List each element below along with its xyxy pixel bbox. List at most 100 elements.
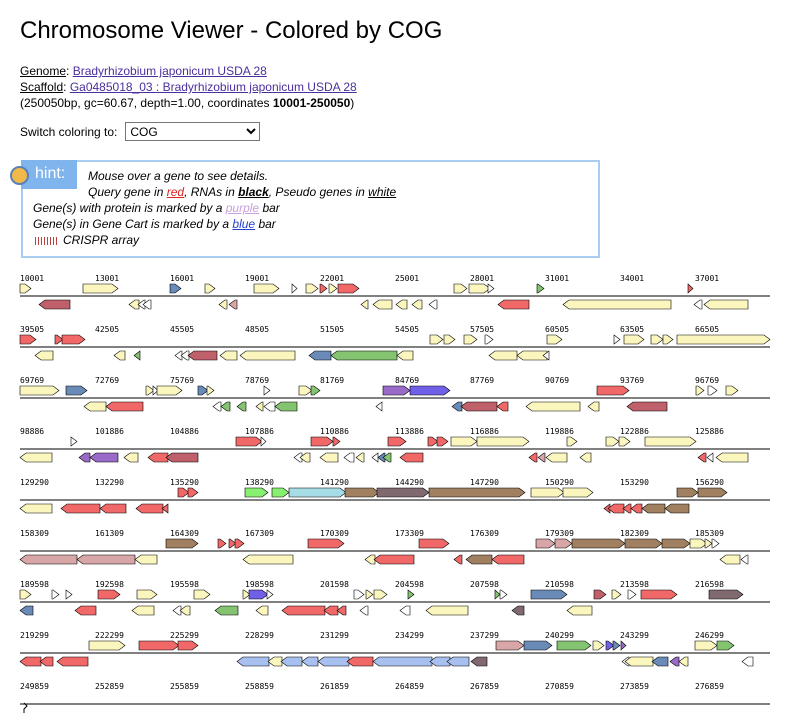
gene-arrow[interactable]	[371, 452, 379, 463]
gene-arrow[interactable]	[436, 436, 449, 447]
gene-arrow[interactable]	[219, 350, 238, 361]
gene-arrow[interactable]	[624, 538, 663, 549]
gene-arrow[interactable]	[530, 487, 565, 498]
gene-arrow[interactable]	[694, 640, 718, 651]
gene-arrow[interactable]	[206, 385, 215, 396]
gene-arrow[interactable]	[332, 436, 341, 447]
gene-arrow[interactable]	[463, 334, 478, 345]
gene-arrow[interactable]	[465, 554, 493, 565]
gene-arrow[interactable]	[128, 299, 140, 310]
gene-arrow[interactable]	[596, 385, 630, 396]
gene-arrow[interactable]	[236, 656, 270, 667]
gene-arrow[interactable]	[382, 452, 392, 463]
gene-arrow[interactable]	[495, 640, 525, 651]
gene-arrow[interactable]	[236, 401, 247, 412]
gene-arrow[interactable]	[373, 589, 388, 600]
gene-arrow[interactable]	[308, 350, 332, 361]
gene-arrow[interactable]	[664, 503, 690, 514]
gene-arrow[interactable]	[622, 503, 632, 514]
gene-arrow[interactable]	[34, 350, 54, 361]
gene-arrow[interactable]	[704, 538, 713, 549]
gene-arrow[interactable]	[142, 299, 152, 310]
gene-arrow[interactable]	[407, 589, 415, 600]
gene-arrow[interactable]	[204, 283, 216, 294]
gene-arrow[interactable]	[218, 299, 228, 310]
gene-arrow[interactable]	[74, 605, 97, 616]
gene-arrow[interactable]	[330, 350, 398, 361]
gene-arrow[interactable]	[38, 299, 71, 310]
gene-arrow[interactable]	[137, 299, 146, 310]
gene-arrow[interactable]	[174, 350, 183, 361]
gene-arrow[interactable]	[82, 283, 119, 294]
gene-arrow[interactable]	[703, 299, 749, 310]
gene-arrow[interactable]	[429, 656, 451, 667]
gene-arrow[interactable]	[418, 538, 450, 549]
gene-arrow[interactable]	[65, 385, 88, 396]
gene-arrow[interactable]	[291, 283, 298, 294]
gene-arrow[interactable]	[399, 452, 424, 463]
gene-arrow[interactable]	[172, 605, 182, 616]
gene-arrow[interactable]	[193, 589, 211, 600]
gene-arrow[interactable]	[253, 283, 280, 294]
gene-arrow[interactable]	[488, 350, 518, 361]
gene-arrow[interactable]	[235, 436, 263, 447]
gene-arrow[interactable]	[337, 283, 360, 294]
gene-arrow[interactable]	[453, 554, 463, 565]
gene-arrow[interactable]	[123, 452, 139, 463]
gene-arrow[interactable]	[453, 283, 468, 294]
gene-arrow[interactable]	[70, 436, 78, 447]
gene-arrow[interactable]	[460, 401, 498, 412]
gene-arrow[interactable]	[242, 554, 294, 565]
gene-arrow[interactable]	[605, 436, 620, 447]
gene-arrow[interactable]	[662, 334, 674, 345]
gene-arrow[interactable]	[301, 656, 319, 667]
gene-arrow[interactable]	[611, 589, 622, 600]
gene-arrow[interactable]	[113, 350, 126, 361]
gene-arrow[interactable]	[187, 487, 199, 498]
gene-arrow[interactable]	[281, 605, 326, 616]
gene-arrow[interactable]	[484, 334, 494, 345]
gene-arrow[interactable]	[706, 452, 714, 463]
gene-arrow[interactable]	[487, 283, 495, 294]
gene-arrow[interactable]	[136, 589, 158, 600]
gene-arrow[interactable]	[217, 538, 227, 549]
gene-arrow[interactable]	[537, 452, 546, 463]
gene-arrow[interactable]	[244, 487, 269, 498]
gene-arrow[interactable]	[687, 283, 694, 294]
gene-arrow[interactable]	[19, 554, 78, 565]
gene-arrow[interactable]	[372, 656, 433, 667]
gene-arrow[interactable]	[425, 605, 469, 616]
gene-arrow[interactable]	[161, 503, 169, 514]
gene-arrow[interactable]	[344, 487, 380, 498]
gene-arrow[interactable]	[708, 589, 744, 600]
gene-arrow[interactable]	[428, 299, 438, 310]
gene-arrow[interactable]	[725, 385, 739, 396]
gene-arrow[interactable]	[554, 538, 573, 549]
gene-arrow[interactable]	[644, 436, 697, 447]
scaffold-link[interactable]: Ga0485018_03 : Bradyrhizobium japonicum …	[69, 80, 357, 94]
gene-arrow[interactable]	[697, 487, 728, 498]
gene-arrow[interactable]	[255, 605, 269, 616]
gene-arrow[interactable]	[562, 299, 672, 310]
gene-arrow[interactable]	[263, 401, 276, 412]
gene-arrow[interactable]	[468, 283, 491, 294]
gene-arrow[interactable]	[707, 385, 718, 396]
gene-arrow[interactable]	[242, 589, 251, 600]
gene-arrow[interactable]	[274, 401, 298, 412]
gene-arrow[interactable]	[19, 334, 37, 345]
gene-arrow[interactable]	[179, 605, 191, 616]
gene-arrow[interactable]	[145, 385, 155, 396]
gene-arrow[interactable]	[19, 452, 53, 463]
gene-arrow[interactable]	[319, 452, 339, 463]
gene-arrow[interactable]	[661, 538, 691, 549]
gene-arrow[interactable]	[676, 487, 699, 498]
gene-arrow[interactable]	[579, 452, 592, 463]
gene-arrow[interactable]	[409, 385, 451, 396]
gene-arrow[interactable]	[323, 605, 339, 616]
gene-arrow[interactable]	[177, 640, 199, 651]
gene-arrow[interactable]	[496, 401, 509, 412]
gene-arrow[interactable]	[396, 350, 414, 361]
gene-arrow[interactable]	[382, 385, 411, 396]
gene-arrow[interactable]	[152, 385, 159, 396]
gene-arrow[interactable]	[89, 452, 119, 463]
